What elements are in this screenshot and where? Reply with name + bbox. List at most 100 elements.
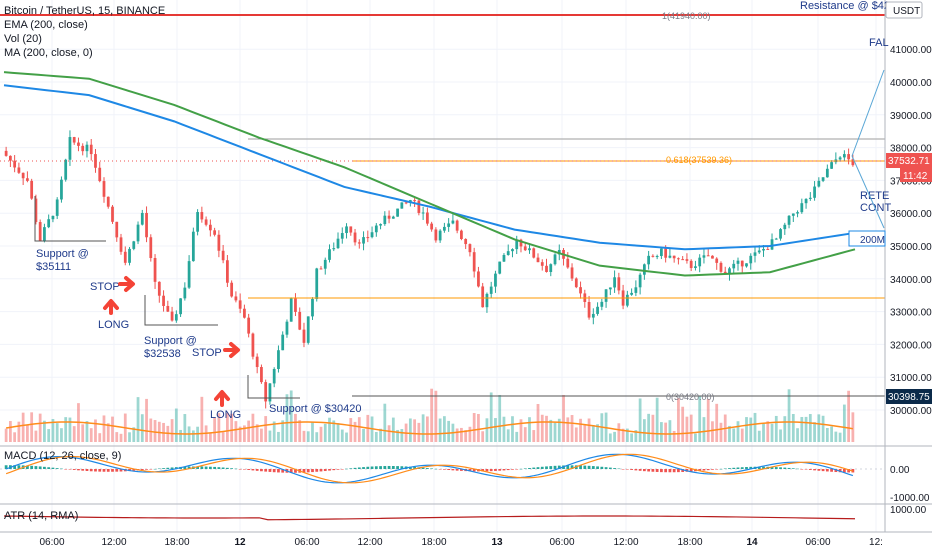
candle-body xyxy=(634,287,638,293)
candle-body xyxy=(340,233,344,239)
candle-body xyxy=(796,212,799,214)
volume-bar xyxy=(298,420,302,442)
candle-body xyxy=(506,251,510,255)
macd-histogram-bar xyxy=(587,465,591,469)
candle-body xyxy=(336,238,340,249)
atr-line xyxy=(3,515,856,521)
macd-histogram-bar xyxy=(847,469,851,473)
macd-histogram-bar xyxy=(455,469,459,471)
macd-histogram-bar xyxy=(494,469,497,471)
macd-histogram-bar xyxy=(489,469,493,472)
candle-body xyxy=(698,257,702,267)
price-tick-label: 32000.00 xyxy=(890,340,932,351)
indicator-vol: Vol (20) xyxy=(4,33,42,45)
candle-body xyxy=(404,202,408,204)
candle-body xyxy=(715,258,719,263)
candle-body xyxy=(689,260,693,268)
candle-body xyxy=(736,260,740,264)
macd-histogram-bar xyxy=(183,466,187,469)
candle-body xyxy=(664,248,668,258)
volume-bar xyxy=(208,433,212,442)
candle-body xyxy=(425,212,429,224)
price-axis[interactable]: 30000.00 31000.00 32000.00 33000.00 34000.00… xyxy=(890,45,932,417)
macd-histogram-bar xyxy=(115,469,119,472)
macd-histogram-bar xyxy=(745,467,748,469)
atr-label: ATR (14, RMA) xyxy=(4,510,78,522)
macd-histogram-bar xyxy=(468,469,472,472)
volume-bar xyxy=(549,419,553,442)
candle-body xyxy=(72,137,76,143)
macd-histogram-bar xyxy=(621,469,625,470)
volume-bar xyxy=(226,412,229,442)
macd-histogram-bar xyxy=(166,467,170,469)
currency-badge-box[interactable] xyxy=(885,1,923,19)
candle-body xyxy=(600,301,604,307)
candle-body xyxy=(208,224,212,231)
indicator-ma: MA (200, close, 0) xyxy=(4,47,93,59)
macd-histogram-bar xyxy=(715,469,719,470)
candle-body xyxy=(430,223,434,230)
long-2-arrow-icon xyxy=(214,390,230,407)
macd-histogram-bar xyxy=(72,469,76,470)
macd-histogram-bar xyxy=(757,466,761,469)
volume-bar xyxy=(634,430,638,442)
macd-histogram-bar xyxy=(540,466,544,469)
volume-bar xyxy=(408,418,412,442)
macd-histogram-bar xyxy=(817,469,821,471)
macd-histogram-bar xyxy=(294,469,297,473)
candle-body xyxy=(174,314,178,321)
macd-histogram-bar xyxy=(268,469,272,472)
macd-histogram-bar xyxy=(808,469,812,470)
macd-histogram-bar xyxy=(460,469,463,471)
candle-body xyxy=(417,200,421,213)
volume-bar xyxy=(813,422,816,442)
volume-bar xyxy=(630,433,633,442)
macd-histogram-bar xyxy=(630,469,633,470)
candle-body xyxy=(787,215,791,225)
macd-histogram-bar xyxy=(264,469,268,472)
macd-histogram-bar xyxy=(370,466,374,469)
macd-histogram-bar xyxy=(400,466,404,469)
fib-top-label: 1(41940.00) xyxy=(662,11,711,21)
candle-body xyxy=(762,248,765,251)
volume-bar xyxy=(642,419,646,442)
macd-histogram-bar xyxy=(332,469,336,471)
candle-body xyxy=(651,255,655,257)
long-1-arrow-icon xyxy=(103,299,119,315)
macd-histogram-bar xyxy=(336,469,340,470)
volume-bar xyxy=(302,430,306,442)
volume-bar xyxy=(170,419,174,442)
volume-bar xyxy=(796,428,799,442)
macd-histogram-bar xyxy=(255,469,259,471)
candle-body xyxy=(681,259,685,261)
macd-histogram-bar xyxy=(170,467,174,469)
candle-body xyxy=(55,199,59,216)
macd-histogram-bar xyxy=(779,467,782,469)
macd-histogram-bar xyxy=(770,466,774,469)
macd-histogram-bar xyxy=(668,469,672,473)
ma200-tag-label: 200M xyxy=(860,235,885,246)
candle-body xyxy=(213,230,217,235)
macd-histogram-bar xyxy=(387,465,391,469)
candle-body xyxy=(515,239,519,250)
stop-2-arrow-icon xyxy=(223,342,240,358)
time-axis[interactable]: 06:00 12:00 18:00 12 06:00 12:00 18:00 13 06:00 1… xyxy=(39,537,882,548)
macd-histogram-bar xyxy=(523,468,527,469)
volume-bar xyxy=(783,416,787,442)
macd-histogram-bar xyxy=(528,468,531,469)
macd-histogram-bar xyxy=(328,469,331,471)
candle-body xyxy=(617,277,621,291)
volume-bar xyxy=(238,426,242,442)
candle-body xyxy=(494,273,497,287)
price-candles xyxy=(4,130,855,409)
candle-body xyxy=(685,259,689,261)
candle-body xyxy=(719,262,723,272)
candle-body xyxy=(443,226,446,231)
current-price-tag xyxy=(886,153,932,168)
volume-bar xyxy=(587,418,591,442)
volume-bar xyxy=(311,422,314,442)
volume-bar xyxy=(94,419,97,442)
candle-body xyxy=(647,255,651,265)
volume-bar xyxy=(260,428,263,442)
